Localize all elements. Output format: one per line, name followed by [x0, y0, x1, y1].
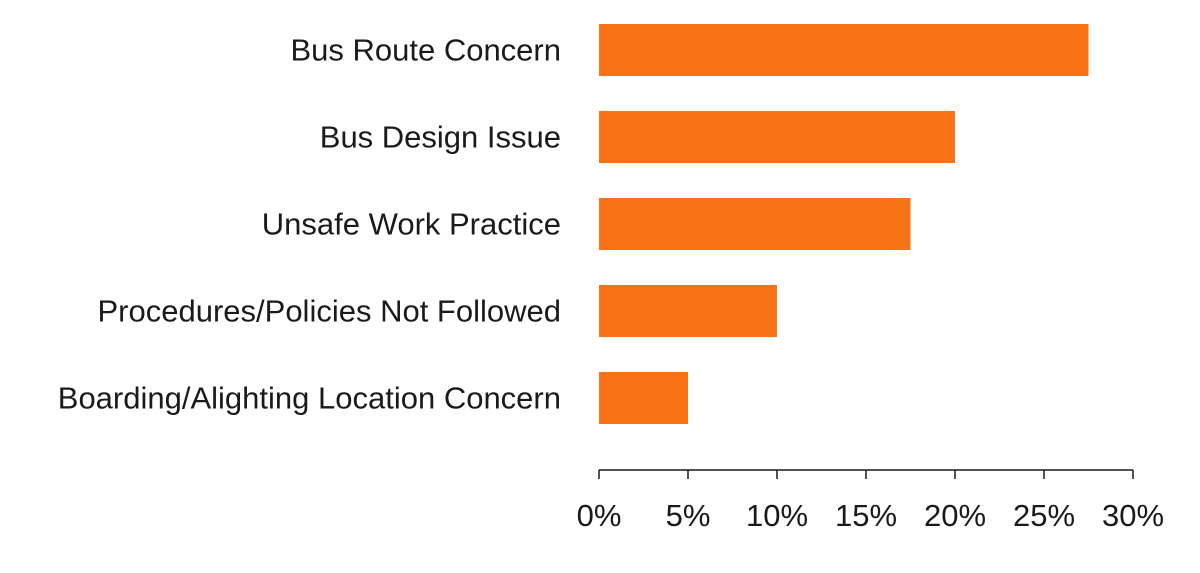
category-label-procedures-policies-not-followed: Procedures/Policies Not Followed [98, 294, 562, 329]
bar-unsafe-work-practice [599, 198, 911, 250]
x-tick-label-25: 25% [1013, 498, 1075, 533]
x-tick-label-10: 10% [746, 498, 808, 533]
x-tick-label-5: 5% [666, 498, 711, 533]
category-label-bus-design-issue: Bus Design Issue [320, 120, 561, 155]
category-label-boarding-alighting-location-concern: Boarding/Alighting Location Concern [58, 381, 561, 416]
bars-layer [599, 24, 1089, 424]
bar-boarding-alighting-location-concern [599, 372, 688, 424]
bar-bus-route-concern [599, 24, 1089, 76]
bar-procedures-policies-not-followed [599, 285, 777, 337]
bar-bus-design-issue [599, 111, 955, 163]
x-tick-label-20: 20% [924, 498, 986, 533]
x-axis: 0% 5% 10% 15% 20% 25% 30% [577, 469, 1164, 533]
category-label-bus-route-concern: Bus Route Concern [290, 33, 561, 68]
category-labels: Bus Route Concern Bus Design Issue Unsafe … [58, 33, 561, 416]
x-tick-label-15: 15% [835, 498, 897, 533]
x-tick-label-0: 0% [577, 498, 622, 533]
category-label-unsafe-work-practice: Unsafe Work Practice [262, 207, 561, 242]
x-tick-label-30: 30% [1102, 498, 1164, 533]
